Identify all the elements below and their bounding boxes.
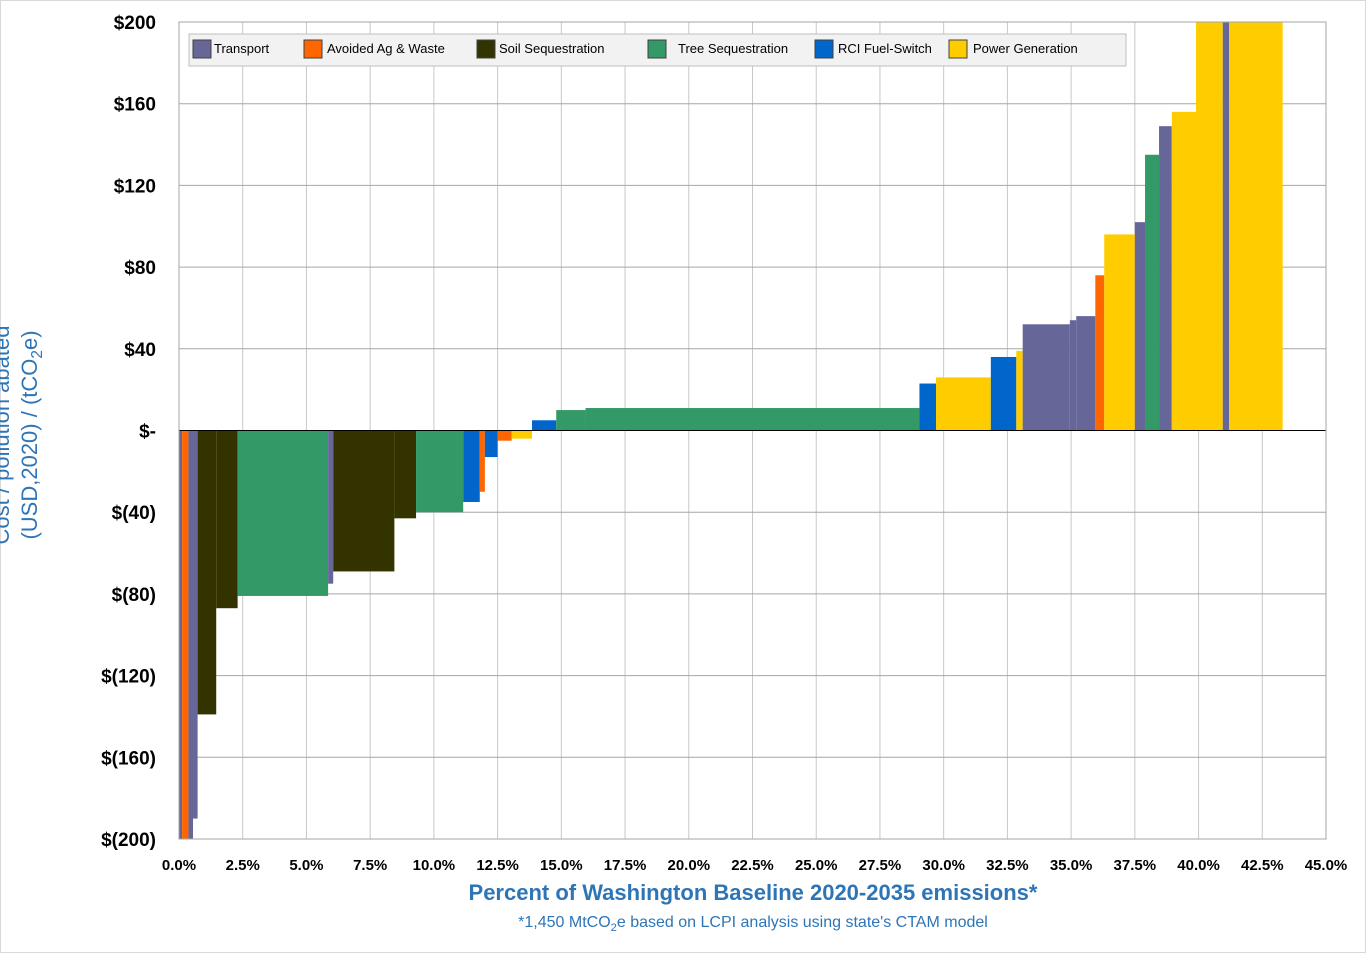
- y-tick-label: $(40): [112, 503, 156, 524]
- bar-series: [179, 22, 1283, 839]
- legend-label-soil-sequestration: Soil Sequestration: [499, 41, 605, 56]
- bar-rci-fuel-switch: [990, 356, 1017, 431]
- bar-soil-sequestration: [197, 430, 217, 715]
- legend-label-tree-sequestration: Tree Sequestration: [678, 41, 788, 56]
- x-tick-label: 17.5%: [604, 857, 647, 874]
- legend-swatch-avoided-ag-waste: [303, 39, 323, 59]
- bar-power-generation: [1171, 111, 1197, 431]
- y-tick-label: $160: [114, 95, 156, 116]
- x-tick-label: 5.0%: [289, 857, 323, 874]
- legend-label-power-generation: Power Generation: [973, 41, 1078, 56]
- y-tick-label: $-: [139, 422, 156, 443]
- y-tick-label: $(200): [101, 830, 156, 851]
- bar-soil-sequestration: [394, 430, 417, 519]
- x-tick-label: 0.0%: [162, 857, 196, 874]
- x-tick-label: 27.5%: [859, 857, 902, 874]
- bar-transport: [1159, 126, 1172, 431]
- bar-avoided-ag-waste: [497, 430, 512, 441]
- bar-rci-fuel-switch: [532, 420, 557, 431]
- bar-tree-sequestration: [237, 430, 329, 596]
- legend-swatch-rci-fuel-switch: [814, 39, 834, 59]
- bar-soil-sequestration: [333, 430, 395, 572]
- legend: Transport Avoided Ag & Waste Soil Sequestr…: [188, 33, 1127, 67]
- bar-power-generation: [1016, 350, 1023, 431]
- x-tick-label: 32.5%: [986, 857, 1029, 874]
- bar-transport: [179, 430, 183, 839]
- x-tick-label: 40.0%: [1177, 857, 1220, 874]
- x-tick-label: 20.0%: [668, 857, 711, 874]
- x-tick-label: 10.0%: [413, 857, 456, 874]
- bar-rci-fuel-switch: [919, 383, 937, 431]
- bar-power-generation: [1104, 234, 1135, 431]
- bar-avoided-ag-waste: [182, 430, 189, 839]
- bar-tree-sequestration: [416, 430, 464, 513]
- legend-swatch-power-generation: [948, 39, 968, 59]
- y-tick-label: $(160): [101, 748, 156, 769]
- bar-power-generation: [1275, 22, 1283, 431]
- bar-tree-sequestration: [556, 410, 586, 431]
- bar-power-generation: [936, 377, 991, 431]
- y-axis-label-line1: Cost / pollution abated: [0, 325, 14, 545]
- bar-transport: [1076, 316, 1096, 431]
- bar-avoided-ag-waste: [1095, 275, 1105, 431]
- bar-rci-fuel-switch: [484, 430, 498, 458]
- x-tick-label: 25.0%: [795, 857, 838, 874]
- axes: [178, 21, 1327, 840]
- legend-label-avoided-ag-waste: Avoided Ag & Waste: [327, 41, 445, 56]
- bar-transport: [193, 430, 198, 819]
- bar-avoided-ag-waste: [479, 430, 485, 492]
- x-tick-labels: 0.0% 2.5% 5.0% 7.5% 10.0% 12.5% 15.0% 17.5% 20.0…: [162, 857, 1347, 874]
- bar-transport: [1022, 324, 1070, 431]
- y-tick-label: $(80): [112, 585, 156, 606]
- x-tick-label: 37.5%: [1114, 857, 1157, 874]
- bar-power-generation: [1196, 22, 1223, 431]
- y-tick-label: $80: [124, 258, 156, 279]
- bar-power-generation: [511, 430, 533, 439]
- x-tick-label: 15.0%: [540, 857, 583, 874]
- bar-soil-sequestration: [216, 430, 238, 609]
- plot-area-border: [178, 21, 1327, 840]
- y-tick-label: $200: [114, 13, 156, 34]
- x-tick-label: 30.0%: [922, 857, 965, 874]
- bar-transport: [1134, 222, 1146, 431]
- y-tick-labels: $200 $160 $120 $80 $40 $- $(40) $(80) $(120) $(16…: [101, 13, 156, 851]
- legend-swatch-transport: [192, 39, 212, 59]
- bar-transport: [188, 430, 194, 839]
- y-axis-label-line2: (USD,2020) / (tCO2e): [16, 330, 47, 540]
- x-tick-label: 35.0%: [1050, 857, 1093, 874]
- legend-swatch-soil-sequestration: [476, 39, 496, 59]
- x-tick-label: 7.5%: [353, 857, 387, 874]
- bar-tree-sequestration: [585, 408, 920, 431]
- bar-transport: [1069, 320, 1077, 431]
- bar-rci-fuel-switch: [463, 430, 480, 502]
- x-axis-label: Percent of Washington Baseline 2020-2035…: [468, 880, 1038, 905]
- legend-swatch-tree-sequestration: [647, 39, 667, 59]
- x-tick-label: 42.5%: [1241, 857, 1284, 874]
- y-tick-label: $40: [124, 340, 156, 361]
- x-axis-footnote: *1,450 MtCO2e based on LCPI analysis usi…: [518, 914, 988, 935]
- x-tick-label: 12.5%: [476, 857, 519, 874]
- x-tick-label: 22.5%: [731, 857, 774, 874]
- bar-transport: [328, 430, 334, 584]
- y-tick-label: $120: [114, 176, 156, 197]
- bar-power-generation: [1229, 22, 1276, 431]
- bar-transport: [1222, 22, 1230, 431]
- legend-label-transport: Transport: [214, 41, 270, 56]
- x-tick-label: 45.0%: [1305, 857, 1348, 874]
- y-tick-label: $(120): [101, 667, 156, 688]
- legend-label-rci-fuel-switch: RCI Fuel-Switch: [838, 41, 932, 56]
- x-tick-label: 2.5%: [226, 857, 260, 874]
- bar-tree-sequestration: [1145, 154, 1160, 431]
